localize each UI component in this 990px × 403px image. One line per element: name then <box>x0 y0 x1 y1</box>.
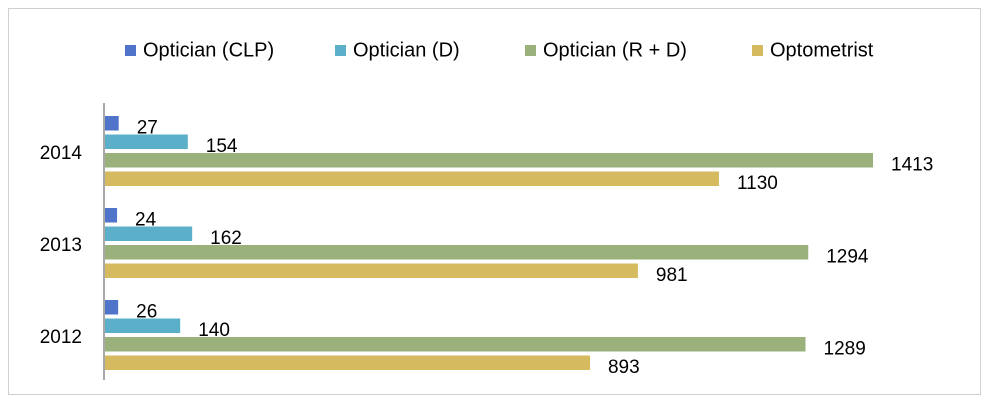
legend-swatch <box>525 45 536 56</box>
y-tick-label: 2012 <box>40 327 82 348</box>
legend-label: Optician (CLP) <box>143 39 274 61</box>
data-label: 26 <box>136 301 157 322</box>
bar <box>105 263 638 278</box>
bar <box>105 355 590 370</box>
legend-swatch <box>335 45 346 56</box>
data-label: 24 <box>135 209 157 230</box>
data-label: 1294 <box>826 246 869 267</box>
data-label: 154 <box>206 136 238 157</box>
bar <box>105 337 806 352</box>
bar <box>105 116 119 131</box>
data-label: 1413 <box>891 154 933 175</box>
data-label: 162 <box>210 228 242 249</box>
legend-label: Optician (D) <box>353 39 460 61</box>
legend-swatch <box>752 45 763 56</box>
legend-label: Optometrist <box>770 39 874 61</box>
bar <box>105 153 873 168</box>
y-tick-label: 2014 <box>40 143 83 164</box>
legend-label: Optician (R + D) <box>543 39 687 61</box>
data-label: 1289 <box>824 338 866 359</box>
bar <box>105 318 181 333</box>
bar <box>105 171 719 186</box>
data-label: 1130 <box>737 173 778 194</box>
chart-border <box>8 8 981 395</box>
data-label: 893 <box>608 357 640 378</box>
data-label: 27 <box>137 117 158 138</box>
legend-swatch <box>125 45 136 56</box>
bar <box>105 300 119 315</box>
bar <box>105 226 193 241</box>
y-tick-label: 2013 <box>40 235 82 256</box>
bar <box>105 245 809 260</box>
data-label: 981 <box>656 265 688 286</box>
bar <box>105 208 118 223</box>
data-label: 140 <box>198 320 230 341</box>
bar <box>105 134 188 149</box>
